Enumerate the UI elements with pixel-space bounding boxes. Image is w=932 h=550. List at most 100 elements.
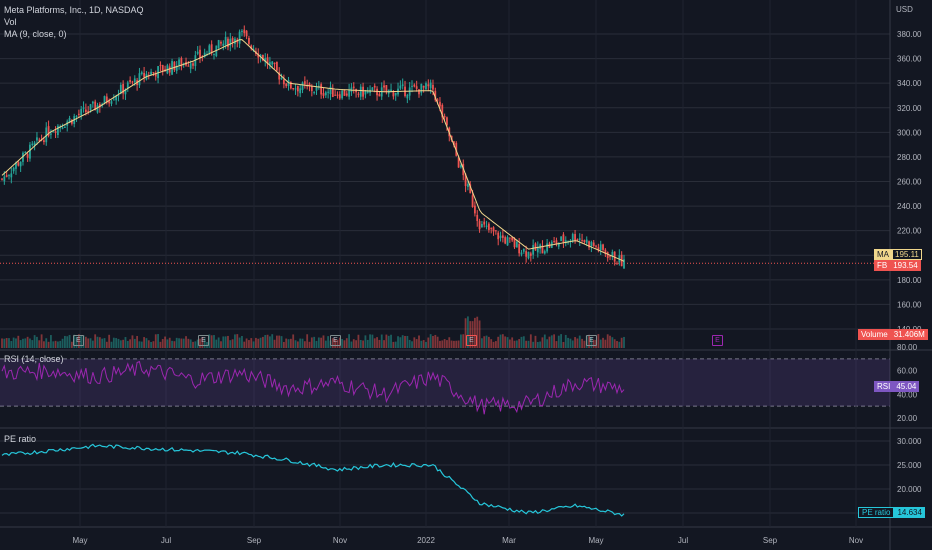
time-tick-label: May	[72, 536, 87, 545]
volume-bar	[364, 335, 367, 348]
candle-body	[599, 244, 602, 251]
candle-body	[331, 89, 334, 97]
volume-bar	[543, 334, 546, 348]
price-candles[interactable]	[1, 25, 625, 270]
volume-bar	[47, 341, 50, 348]
volume-bar	[515, 340, 518, 348]
candle-body	[506, 237, 509, 246]
volume-bar	[618, 341, 621, 348]
volume-bar	[61, 338, 64, 348]
volume-bar	[317, 337, 320, 348]
candle-body	[61, 127, 64, 129]
candle-body	[359, 86, 362, 97]
volume-bar	[201, 337, 204, 348]
candle-body	[536, 247, 539, 253]
candle-body	[541, 245, 544, 254]
candle-body	[441, 104, 444, 118]
volume-bar	[243, 341, 246, 348]
candle-body	[24, 151, 27, 153]
volume-bar	[609, 335, 611, 348]
candle-body	[383, 85, 385, 88]
candle-body	[422, 85, 425, 88]
legend-main[interactable]: Meta Platforms, Inc., 1D, NASDAQ Vol MA …	[4, 4, 144, 40]
volume-bar	[343, 340, 346, 348]
legend-pe[interactable]: PE ratio	[4, 434, 37, 444]
candle-body	[432, 84, 434, 90]
volume-bar	[157, 334, 159, 348]
candle-body	[117, 95, 120, 97]
volume-bar	[285, 338, 288, 348]
volume-bar	[178, 338, 180, 348]
price-tick-label: 320.00	[897, 104, 922, 113]
volume-bar	[234, 334, 236, 348]
volume-bar	[105, 341, 108, 348]
candle-body	[278, 72, 281, 80]
candle-body	[485, 225, 488, 227]
candle-body	[546, 243, 549, 252]
volume-bar	[287, 339, 290, 348]
volume-bar	[262, 336, 264, 348]
time-axis[interactable]: May Jul Sep Nov 2022 Mar May Jul Sep Nov	[72, 536, 863, 545]
legend-ma[interactable]: MA (9, close, 0)	[4, 29, 67, 39]
volume-bar	[52, 341, 55, 348]
candle-body	[390, 89, 392, 92]
earnings-icon[interactable]: E	[466, 335, 477, 346]
volume-bar	[432, 335, 434, 348]
volume-bar	[490, 339, 493, 348]
price-tick-label: 380.00	[897, 30, 922, 39]
candle-body	[576, 239, 579, 241]
volume-bar	[560, 334, 563, 348]
volume-bar	[518, 339, 521, 348]
candle-body	[119, 84, 122, 94]
volume-bar	[185, 336, 187, 348]
volume-bar	[322, 335, 325, 348]
volume-bar	[422, 340, 425, 348]
candle-body	[154, 73, 157, 77]
legend-symbol[interactable]: Meta Platforms, Inc., 1D, NASDAQ	[4, 5, 144, 15]
candle-body	[243, 29, 246, 34]
price-axis[interactable]: 380.00 360.00 340.00 320.00 300.00 280.00 260.…	[897, 30, 922, 518]
candle-body	[555, 240, 558, 245]
volume-bar	[89, 338, 92, 348]
earnings-icon[interactable]: E	[198, 335, 209, 346]
volume-bar	[292, 334, 295, 348]
candle-body	[371, 87, 374, 91]
pe-tick-label: 30.000	[897, 437, 922, 446]
candle-body	[522, 248, 525, 252]
rsi-band	[0, 358, 890, 407]
legend-rsi[interactable]: RSI (14, close)	[4, 354, 64, 364]
volume-bar	[613, 339, 616, 348]
earnings-icon[interactable]: E	[73, 335, 84, 346]
volume-bar	[366, 339, 369, 348]
candle-body	[269, 62, 271, 65]
earnings-icon[interactable]: E	[330, 335, 341, 346]
candle-body	[285, 83, 288, 87]
candle-body	[80, 109, 83, 116]
volume-bar	[236, 334, 239, 348]
volume-bar	[294, 340, 297, 348]
candle-body	[515, 241, 518, 248]
volume-bar	[296, 341, 299, 348]
volume-bar	[217, 337, 220, 348]
volume-bar	[562, 341, 565, 348]
volume-bar	[264, 335, 267, 348]
earnings-icon[interactable]: E	[586, 335, 597, 346]
candle-body	[264, 58, 267, 62]
candle-body	[208, 45, 211, 54]
volume-bar	[180, 338, 183, 348]
candle-body	[604, 249, 607, 255]
volume-bar	[334, 339, 337, 348]
volume-bar	[341, 339, 344, 348]
legend-vol[interactable]: Vol	[4, 17, 17, 27]
candle-body	[303, 81, 306, 85]
volume-bar	[348, 334, 351, 348]
time-tick-label: May	[588, 536, 603, 545]
candle-body	[108, 101, 111, 104]
candle-body	[602, 244, 604, 250]
volume-bar	[392, 341, 395, 348]
candle-body	[168, 66, 171, 73]
earnings-icon[interactable]: E	[712, 335, 723, 346]
volume-bar	[303, 341, 306, 348]
pe-tick-label: 25.000	[897, 461, 922, 470]
